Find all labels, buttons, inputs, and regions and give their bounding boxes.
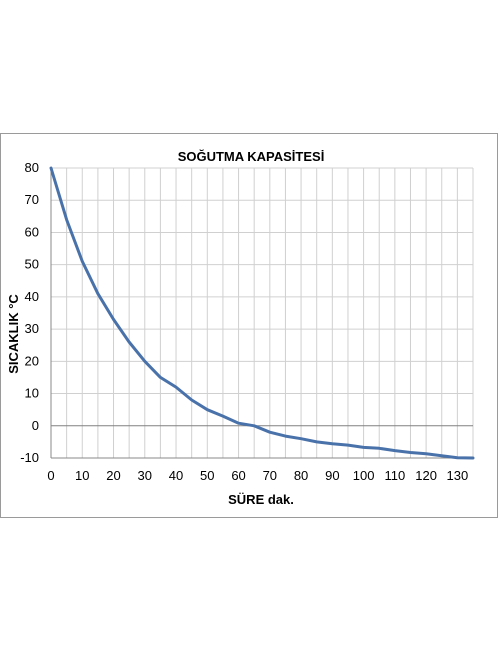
y-tick-label: 10	[25, 386, 39, 401]
y-tick-label: 0	[32, 418, 39, 433]
x-tick-label: 20	[106, 468, 120, 483]
series-layer	[49, 166, 475, 460]
x-tick-label: 100	[353, 468, 375, 483]
chart-svg: SOĞUTMA KAPASİTESİ -1001020304050607080 …	[6, 149, 475, 507]
y-tick-labels: -10 0 10 20 30 40 50 60 70 80	[20, 160, 39, 465]
axis-layer	[50, 168, 473, 459]
x-tick-label: 130	[447, 468, 469, 483]
x-tick-label: 80	[294, 468, 308, 483]
x-tick-label: 110	[384, 468, 405, 483]
x-tick-label: 120	[415, 468, 437, 483]
x-tick-label: 10	[75, 468, 89, 483]
x-tick-label: 40	[169, 468, 183, 483]
x-tick-label: 90	[325, 468, 339, 483]
y-axis-title: SICAKLIK °C	[6, 294, 21, 374]
y-tick-label: 50	[25, 257, 39, 272]
y-tick-label: 60	[25, 224, 39, 239]
chart-frame: SOĞUTMA KAPASİTESİ -10 0 10 20 30 40 50 60 70 80 …	[0, 133, 498, 518]
chart-title: SOĞUTMA KAPASİTESİ	[178, 149, 325, 164]
y-tick-label: 30	[25, 321, 39, 336]
series-line	[49, 166, 475, 460]
y-tick-label: 70	[25, 192, 39, 207]
x-tick-label: 30	[138, 468, 152, 483]
y-tick-label: 40	[25, 289, 39, 304]
y-tick-label: 80	[25, 160, 39, 175]
x-tick-label: 60	[231, 468, 245, 483]
x-tick-labels: 0 10 20 30 40 50 60 70 80 90 100 110 120 130	[47, 468, 468, 483]
x-tick-label: 50	[200, 468, 214, 483]
x-axis-title: SÜRE dak.	[228, 492, 294, 507]
y-tick-label: -10	[20, 450, 39, 465]
grid-layer	[51, 167, 474, 458]
x-tick-label: 70	[263, 468, 277, 483]
x-tick-label: 0	[47, 468, 54, 483]
y-tick-label: 20	[25, 353, 39, 368]
